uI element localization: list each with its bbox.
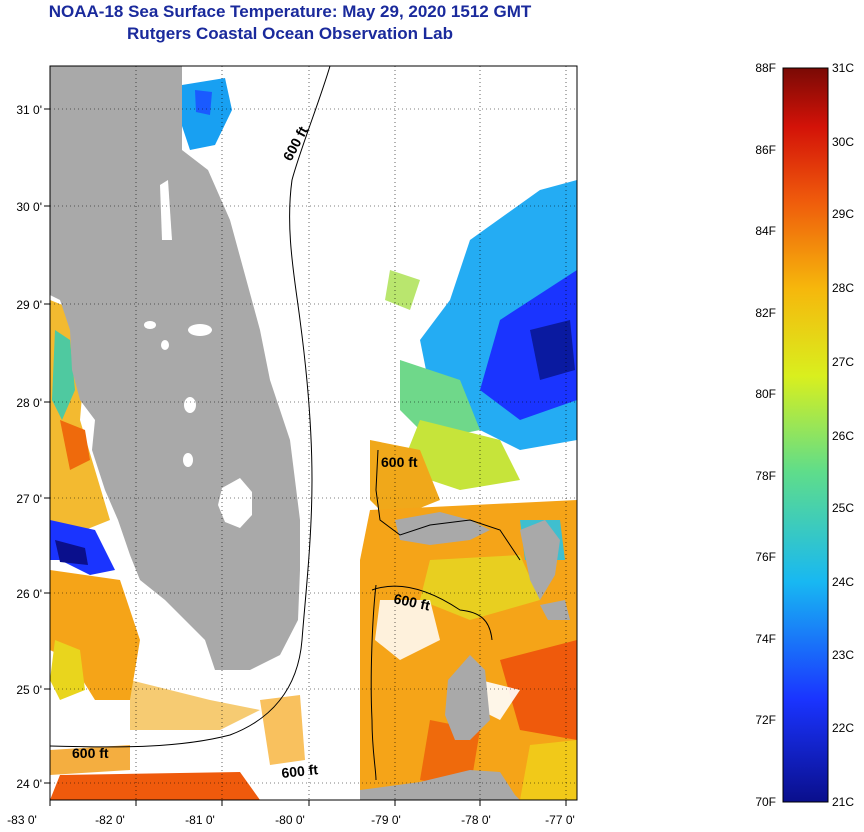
colorbar-f-label: 76F: [755, 550, 776, 564]
lat-label: 25 0': [16, 683, 42, 697]
colorbar-f-label: 86F: [755, 143, 776, 157]
colorbar-f-label: 70F: [755, 795, 776, 809]
colorbar-f-label: 72F: [755, 713, 776, 727]
sst-field: [50, 78, 577, 800]
lat-label: 28 0': [16, 396, 42, 410]
lon-label: -82 0': [95, 813, 125, 827]
colorbar-c-label: 23C: [832, 648, 854, 662]
land: [50, 66, 570, 800]
contour-label: 600 ft: [381, 454, 418, 470]
colorbar-f-label: 80F: [755, 387, 776, 401]
colorbar-c-label: 31C: [832, 61, 854, 75]
colorbar-f-label: 88F: [755, 61, 776, 75]
colorbar-c-label: 30C: [832, 135, 854, 149]
colorbar-c-label: 29C: [832, 207, 854, 221]
contour-label: 600 ft: [281, 761, 319, 781]
colorbar-c-label: 25C: [832, 501, 854, 515]
axis-ticks: [44, 108, 567, 806]
colorbar-c-label: 21C: [832, 795, 854, 809]
lon-label: -77 0': [545, 813, 575, 827]
lat-label: 29 0': [16, 298, 42, 312]
colorbar: [782, 67, 829, 803]
colorbar-c-label: 27C: [832, 355, 854, 369]
lat-label: 27 0': [16, 492, 42, 506]
colorbar-c-label: 24C: [832, 575, 854, 589]
contour-label: 600 ft: [392, 590, 431, 613]
lon-label: -80 0': [275, 813, 305, 827]
lon-label: -81 0': [185, 813, 215, 827]
contour-label: 600 ft: [72, 745, 109, 761]
colorbar-f-label: 84F: [755, 224, 776, 238]
colorbar-f-label: 74F: [755, 632, 776, 646]
lon-label: -78 0': [461, 813, 491, 827]
colorbar-c-label: 28C: [832, 281, 854, 295]
lon-label: -83 0': [7, 813, 37, 827]
colorbar-c-label: 22C: [832, 721, 854, 735]
lat-label: 24 0': [16, 777, 42, 791]
colorbar-f-label: 78F: [755, 469, 776, 483]
map-title: NOAA-18 Sea Surface Temperature: May 29,…: [48, 2, 532, 21]
map-subtitle: Rutgers Coastal Ocean Observation Lab: [127, 24, 453, 43]
lat-label: 31 0': [16, 103, 42, 117]
lon-label: -79 0': [371, 813, 401, 827]
colorbar-f-label: 82F: [755, 306, 776, 320]
depth-contours: [50, 66, 521, 781]
lat-label: 26 0': [16, 587, 42, 601]
lat-label: 30 0': [16, 200, 42, 214]
colorbar-c-label: 26C: [832, 429, 854, 443]
